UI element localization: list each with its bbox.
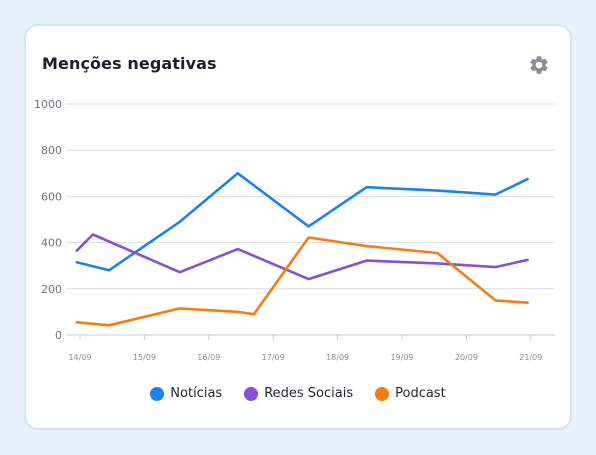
y-tick-label: 0 <box>55 329 62 342</box>
legend-swatch <box>375 386 390 401</box>
legend-label: Redes Sociais <box>264 386 354 401</box>
y-tick-label: 600 <box>41 190 62 203</box>
gear-icon[interactable] <box>528 54 550 76</box>
chart-card <box>24 24 572 430</box>
legend-item[interactable]: Redes Sociais <box>244 386 353 401</box>
legend-item[interactable]: Podcast <box>375 386 446 401</box>
legend-label: Podcast <box>395 386 446 401</box>
y-tick-label: 1000 <box>34 98 62 111</box>
y-tick-label: 400 <box>41 237 62 250</box>
legend-label: Notícias <box>170 386 223 401</box>
x-tick-label: 21/09 <box>519 353 542 362</box>
chart-title: Menções negativas <box>42 54 217 73</box>
x-tick-label: 15/09 <box>133 353 156 362</box>
y-tick-label: 800 <box>41 144 62 157</box>
x-tick-label: 17/09 <box>262 353 285 362</box>
legend-item[interactable]: Notícias <box>150 386 222 401</box>
x-tick-label: 18/09 <box>326 353 349 362</box>
y-tick-label: 200 <box>41 283 62 296</box>
x-tick-label: 14/09 <box>68 353 91 362</box>
series-line <box>75 172 529 272</box>
x-tick-label: 19/09 <box>390 353 413 362</box>
legend-swatch <box>244 386 259 401</box>
x-tick-label: 20/09 <box>455 353 478 362</box>
legend-swatch <box>150 386 165 401</box>
series-line <box>75 233 529 281</box>
x-tick-label: 16/09 <box>197 353 220 362</box>
series-line <box>75 236 529 327</box>
chart-legend: Notícias Redes Sociais Podcast <box>0 386 596 401</box>
